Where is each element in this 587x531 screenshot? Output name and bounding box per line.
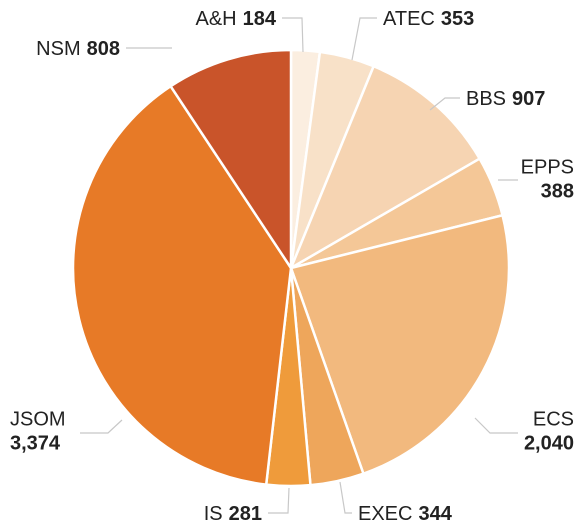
slice-value: 808 — [87, 38, 120, 60]
slice-name: ECS — [533, 408, 574, 430]
slice-name: A&H — [196, 8, 237, 30]
slice-name: BBS — [466, 88, 506, 110]
slice-value: 907 — [512, 88, 545, 110]
slice-value: 2,040 — [524, 432, 574, 454]
leader-line — [351, 17, 377, 61]
leader-line — [80, 419, 123, 434]
slice-name: IS — [204, 503, 223, 525]
slice-label: NSM 808 — [36, 38, 120, 60]
slice-name: NSM — [36, 38, 80, 60]
pie-slice — [288, 64, 482, 271]
pie-slice — [289, 213, 511, 476]
leader-line — [474, 417, 518, 434]
slice-label: A&H 184 — [196, 8, 277, 30]
leader-line — [282, 17, 304, 53]
slice-label: EXEC 344 — [358, 503, 453, 525]
slice-label: BBS 907 — [466, 88, 545, 110]
slice-value: 344 — [418, 503, 452, 525]
slice-value: 184 — [243, 8, 277, 30]
slice-value: 353 — [441, 8, 474, 30]
leader-line — [268, 487, 290, 514]
slice-label: ATEC 353 — [383, 8, 474, 30]
pie-slice — [168, 48, 293, 273]
leader-line — [339, 481, 352, 514]
slice-name: ATEC — [383, 8, 435, 30]
slice-label: IS 281 — [204, 503, 262, 525]
slice-name: JSOM — [10, 408, 66, 430]
pie — [71, 48, 511, 488]
slice-name: EPPS — [521, 156, 574, 178]
slice-value: 3,374 — [10, 432, 61, 454]
slice-value: 388 — [541, 180, 574, 202]
slice-value: 281 — [229, 503, 262, 525]
leader-line — [429, 97, 460, 111]
slice-name: EXEC — [358, 503, 412, 525]
